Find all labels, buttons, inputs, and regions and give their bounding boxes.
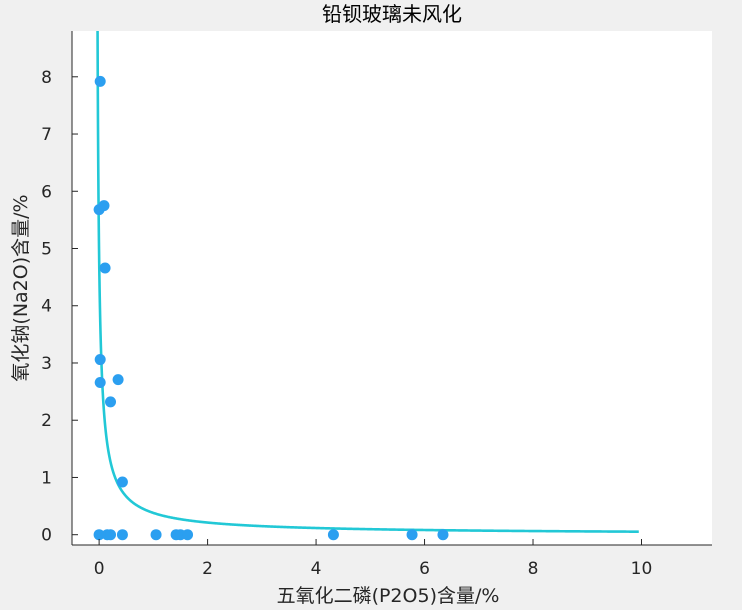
data-point [105, 529, 117, 541]
x-tick-label: 10 [631, 559, 653, 579]
y-tick-label: 4 [41, 297, 52, 317]
y-tick-label: 8 [41, 68, 52, 88]
x-tick-label: 8 [528, 559, 539, 579]
y-tick-label: 5 [41, 240, 52, 260]
y-tick-label: 3 [41, 354, 52, 374]
data-point [327, 529, 339, 541]
x-tick-label: 4 [311, 559, 322, 579]
data-point [94, 376, 106, 388]
data-point [437, 529, 449, 541]
data-point [406, 529, 418, 541]
data-point [116, 529, 128, 541]
data-point [99, 262, 111, 274]
data-point [98, 200, 110, 212]
y-tick-label: 2 [41, 411, 52, 431]
chart-title: 铅钡玻璃未风化 [322, 2, 462, 26]
data-point [93, 529, 105, 541]
y-tick-label: 7 [41, 125, 52, 145]
data-point [94, 75, 106, 87]
data-point [116, 476, 128, 488]
ticks-layer: 0 2 4 6 8 10 0 1 2 3 4 5 6 7 8 [41, 68, 652, 579]
x-tick-label: 0 [94, 559, 105, 579]
y-tick-label: 1 [41, 468, 52, 488]
data-point [105, 396, 117, 408]
data-point [182, 529, 194, 541]
y-axis-label: 氧化钠(Na2O)含量/% [10, 194, 32, 381]
x-tick-label: 6 [419, 559, 430, 579]
plot-area [72, 31, 712, 545]
axes-layer [71, 31, 712, 546]
y-tick-label: 0 [41, 526, 52, 546]
data-point [150, 529, 162, 541]
data-point [94, 354, 106, 366]
fit-curve [96, 31, 639, 533]
y-tick-label: 6 [41, 182, 52, 202]
data-point [112, 374, 124, 386]
fit-curve-layer [96, 31, 639, 533]
x-tick-label: 2 [202, 559, 213, 579]
points-layer [93, 75, 449, 541]
x-axis-label: 五氧化二磷(P2O5)含量/% [277, 585, 500, 607]
